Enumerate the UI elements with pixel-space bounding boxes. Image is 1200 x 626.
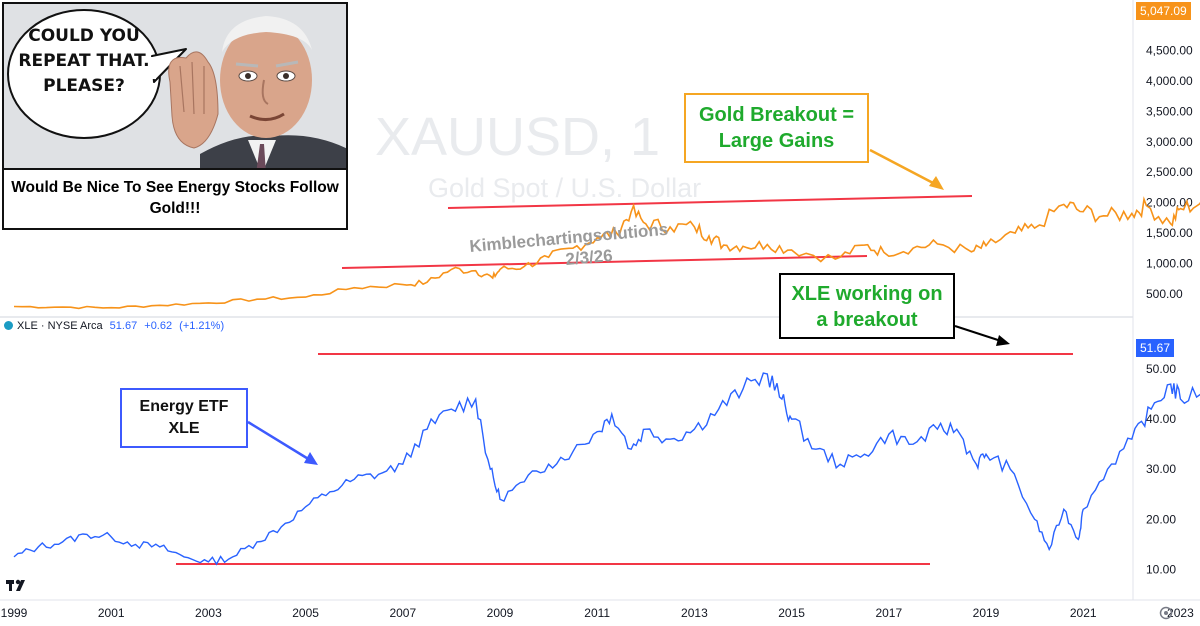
xle-tick-label: 10.00 [1146,562,1176,576]
time-tick-label: 1999 [1,606,28,620]
meme-panel: COULD YOU REPEAT THAT. PLEASE? Would Be … [2,2,348,230]
legend-exchange: NYSE Arca [47,320,103,332]
gold-tick-label: 3,500.00 [1146,104,1193,118]
signature-date: 2/3/26 [565,246,614,269]
watermark-symbol: XAUUSD, 1 [375,107,660,167]
xle-tick-label: 20.00 [1146,512,1176,526]
gold-tick-label: 2,000.00 [1146,196,1193,210]
xle-symbol-icon [4,321,13,330]
gold-tick-label: 4,500.00 [1146,44,1193,58]
gold-resistance-line [447,195,973,209]
gold-breakout-text: Gold Breakout = Large Gains [698,104,855,152]
xle-price-line [13,372,1200,566]
energy-callout-arrow [247,420,311,462]
xle-last-price-tag: 51.67 [1136,339,1175,357]
meme-caption: Would Be Nice To See Energy Stocks Follo… [4,168,346,228]
man-cupping-ear-figure [168,16,346,174]
xle-tick-label: 30.00 [1146,462,1176,476]
time-tick-label: 2011 [584,606,610,620]
legend-value: 51.67 [109,320,138,332]
meme-illustration [4,4,346,174]
gold-tick-label: 1,000.00 [1146,256,1193,270]
time-tick-label: 2003 [195,606,222,620]
time-tick-label: 2007 [389,606,416,620]
gold-price-axis: 500.00 1,000.00 1,500.00 2,000.00 2,500.00 3,… [1146,44,1193,301]
speech-text: COULD YOU REPEAT THAT. PLEASE? [18,26,150,96]
time-tick-label: 2005 [292,606,319,620]
time-tick-label: 2009 [487,606,514,620]
time-tick-label: 2017 [875,606,902,620]
settings-gear-icon[interactable] [1159,606,1173,620]
gold-price-line [13,196,1200,310]
gold-last-price-tag: 5,047.09 [1136,2,1191,20]
xle-breakout-text: XLE working on a breakout [791,283,943,331]
xle-price-axis: 10.00 20.00 30.00 40.00 50.00 [1146,362,1176,576]
legend-symbol: XLE [17,320,38,332]
time-tick-label: 2023 [1167,606,1194,620]
xle-breakout-callout: XLE working on a breakout [779,273,955,339]
xle-callout-arrowhead [996,335,1010,346]
gold-support-line [341,255,868,269]
watermark-description: Gold Spot / U.S. Dollar [428,173,701,203]
gold-tick-label: 3,000.00 [1146,135,1193,149]
time-tick-label: 2019 [973,606,1000,620]
time-tick-label: 2013 [681,606,708,620]
legend-change-pct: (+1.21%) [179,320,225,332]
gold-tick-label: 2,500.00 [1146,165,1193,179]
xle-legend[interactable]: XLE · NYSE Arca 51.67 +0.62 (+1.21%) [4,320,224,332]
gold-tick-label: 500.00 [1146,287,1183,301]
gold-breakout-callout: Gold Breakout = Large Gains [684,93,869,163]
gold-callout-arrowhead [929,176,944,190]
xle-tick-label: 40.00 [1146,412,1176,426]
legend-change: +0.62 [144,320,173,332]
tradingview-logo[interactable] [6,579,25,591]
gold-tick-label: 1,500.00 [1146,226,1193,240]
gold-tick-label: 4,000.00 [1146,74,1193,88]
energy-etf-callout: Energy ETF XLE [120,388,248,448]
xle-tick-label: 50.00 [1146,362,1176,376]
time-tick-label: 2001 [98,606,125,620]
time-axis: 1999 2001 2003 2005 2007 2009 2011 2013 2015 2017… [1,606,1194,620]
energy-etf-text: Energy ETF XLE [139,398,229,437]
energy-callout-arrowhead [304,452,318,465]
time-tick-label: 2015 [778,606,805,620]
gold-callout-arrow [869,148,936,186]
xle-callout-arrow [954,325,1002,342]
time-tick-label: 2021 [1070,606,1097,620]
